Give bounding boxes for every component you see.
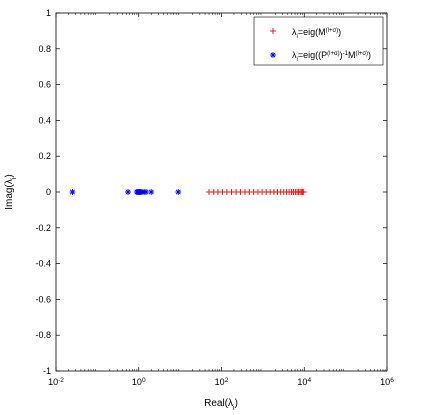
x-tick-label: 100 xyxy=(132,377,146,388)
y-tick-label: -0.6 xyxy=(35,294,51,304)
data-point xyxy=(69,189,76,195)
y-tick-label: 0.8 xyxy=(38,44,51,54)
data-point xyxy=(143,189,150,195)
legend-entry-red: λi=eig(M(l+σ)) xyxy=(292,27,341,40)
y-tick-label: 1 xyxy=(46,8,51,18)
series-blue-asterisk xyxy=(69,189,182,195)
data-point xyxy=(175,189,182,195)
y-tick-label: -1 xyxy=(43,366,51,376)
y-tick-label: -0.2 xyxy=(35,223,51,233)
y-axis-ticks: -1 -0.8 -0.6 -0.4 -0.2 0 0.2 0.4 0.6 0.8 1 xyxy=(35,8,387,376)
legend-box xyxy=(253,16,384,66)
y-tick-label: 0.6 xyxy=(38,80,51,90)
x-tick-label: 10-2 xyxy=(48,377,64,388)
y-axis-label: Imag(λi) xyxy=(4,174,18,209)
x-tick-label: 102 xyxy=(215,377,229,388)
x-tick-label: 106 xyxy=(380,377,394,388)
y-tick-label: 0.4 xyxy=(38,115,51,125)
legend: λi=eig(M(l+σ)) λi=eig((P(l+σ))-1M(l+σ)) xyxy=(253,16,384,66)
legend-marker xyxy=(270,28,276,34)
y-tick-label: 0 xyxy=(46,187,51,197)
y-tick-label: 0.2 xyxy=(38,151,51,161)
series-red-plus xyxy=(206,189,307,195)
data-point xyxy=(125,189,132,195)
data-point xyxy=(148,189,155,195)
legend-entry-blue: λi=eig((P(l+σ))-1M(l+σ)) xyxy=(292,50,371,63)
legend-marker xyxy=(270,52,276,58)
data-series xyxy=(69,189,307,195)
data-point xyxy=(300,189,307,195)
y-tick-label: -0.8 xyxy=(35,330,51,340)
x-axis-label: Real(λi) xyxy=(204,398,238,412)
x-tick-label: 104 xyxy=(297,377,311,388)
y-tick-label: -0.4 xyxy=(35,259,51,269)
x-axis-ticks: 10-2 100 102 104 106 xyxy=(48,13,394,387)
